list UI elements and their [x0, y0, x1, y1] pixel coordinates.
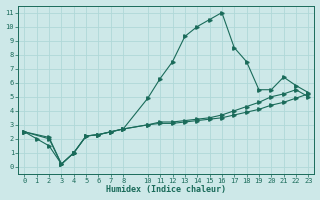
X-axis label: Humidex (Indice chaleur): Humidex (Indice chaleur) [106, 185, 226, 194]
